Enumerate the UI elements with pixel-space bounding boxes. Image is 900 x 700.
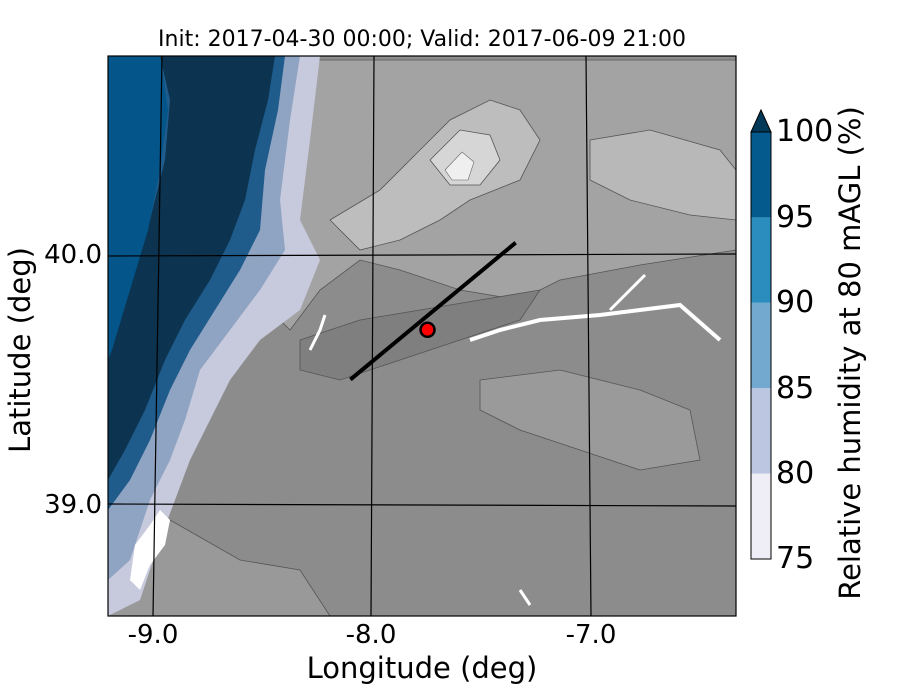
ocean xyxy=(108,56,168,360)
x-tick-label: -8.0 xyxy=(345,620,397,650)
river-1 xyxy=(469,302,722,342)
colorbar xyxy=(750,108,772,560)
colorbar-tick-label: 95 xyxy=(776,200,815,235)
y-tick-label: 39.0 xyxy=(44,490,102,520)
x-tick-label: -9.0 xyxy=(127,620,179,650)
river-3 xyxy=(308,314,327,351)
colorbar-tick-label: 75 xyxy=(776,541,815,576)
colorbar-frame xyxy=(750,131,772,560)
colorbar-tick-label: 100 xyxy=(776,114,834,149)
river-4 xyxy=(518,589,532,606)
colorbar-segment xyxy=(751,132,771,218)
colorbar-label: Relative humidity at 80 mAGL (%) xyxy=(833,106,867,600)
colorbar-extend-arrow xyxy=(750,108,772,133)
plot-title: Init: 2017-04-30 00:00; Valid: 2017-06-0… xyxy=(158,27,686,52)
terrain-valley xyxy=(299,289,541,381)
terrain-summit xyxy=(444,151,475,181)
colorbar-segment xyxy=(751,473,771,559)
y-axis-label: Latitude (deg) xyxy=(3,247,37,453)
river-2 xyxy=(608,273,647,312)
colorbar-tick-label: 85 xyxy=(776,371,815,406)
colorbar-segment xyxy=(751,302,771,389)
map-frame xyxy=(107,55,737,617)
cross-section-line xyxy=(349,241,517,382)
x-axis-label: Longitude (deg) xyxy=(306,651,538,685)
colorbar-tick-label: 80 xyxy=(776,456,815,491)
terrain-high-2 xyxy=(589,129,736,221)
graticule xyxy=(108,56,736,616)
estuary xyxy=(130,510,170,590)
site-marker xyxy=(419,321,436,339)
y-tick-label: 40.0 xyxy=(44,240,102,270)
colorbar-segment xyxy=(751,388,771,474)
terrain-mid-2 xyxy=(479,369,701,471)
colorbar-segment xyxy=(751,217,771,303)
colorbar-tick-label: 90 xyxy=(776,285,815,320)
x-tick-label: -7.0 xyxy=(565,620,617,650)
rh-band-100 xyxy=(108,56,275,480)
